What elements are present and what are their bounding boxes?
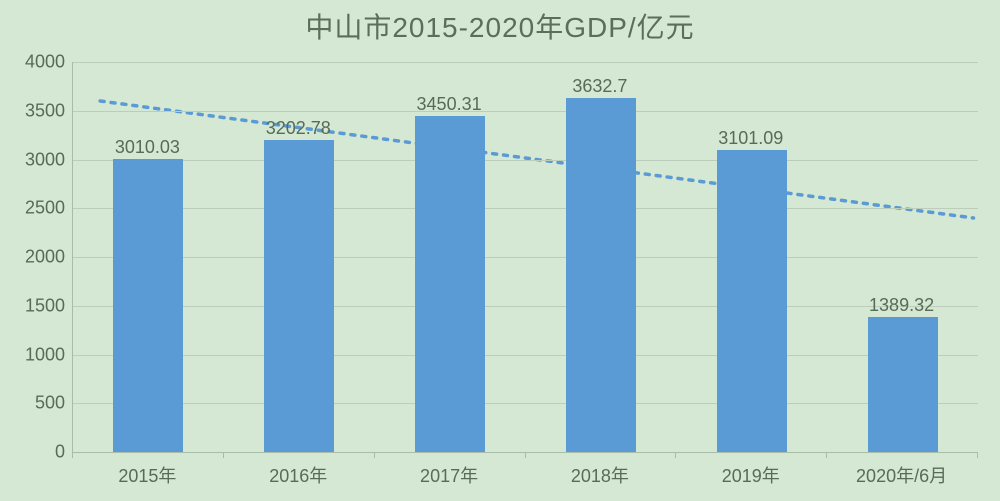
x-axis-tick-mark <box>826 452 827 458</box>
gridline <box>73 355 978 356</box>
bar-value-label: 3632.7 <box>572 76 627 97</box>
y-axis-tick-label: 1500 <box>10 295 65 316</box>
gdp-bar-chart: 中山市2015-2020年GDP/亿元 0 500 1000 1500 2000 2500… <box>0 0 1000 501</box>
y-axis-tick-label: 2000 <box>10 247 65 268</box>
chart-title: 中山市2015-2020年GDP/亿元 <box>0 6 1000 46</box>
plot-area <box>72 62 978 453</box>
bar-value-label: 3450.31 <box>417 94 482 115</box>
y-axis-tick-label: 3500 <box>10 100 65 121</box>
x-axis-tick-label: 2019年 <box>722 462 780 488</box>
x-axis-tick-mark <box>977 452 978 458</box>
gridline <box>73 160 978 161</box>
bar <box>415 116 485 452</box>
bar-value-label: 3101.09 <box>718 128 783 149</box>
bar-value-label: 3202.78 <box>266 118 331 139</box>
x-axis-tick-label: 2018年 <box>571 462 629 488</box>
gridline <box>73 111 978 112</box>
x-axis-tick-label: 2016年 <box>269 462 327 488</box>
x-axis-tick-mark <box>72 452 73 458</box>
bar <box>264 140 334 452</box>
gridline <box>73 62 978 63</box>
y-axis-tick-label: 2500 <box>10 198 65 219</box>
y-axis-tick-label: 500 <box>10 393 65 414</box>
bar <box>717 150 787 452</box>
gridline <box>73 403 978 404</box>
x-axis-tick-label: 2017年 <box>420 462 478 488</box>
y-axis-tick-label: 1000 <box>10 344 65 365</box>
bar-value-label: 3010.03 <box>115 137 180 158</box>
y-axis-tick-label: 3000 <box>10 149 65 170</box>
bar <box>868 317 938 452</box>
gridline <box>73 257 978 258</box>
x-axis-tick-mark <box>223 452 224 458</box>
x-axis-tick-label: 2020年/6月 <box>856 462 947 488</box>
gridline <box>73 208 978 209</box>
y-axis-tick-label: 4000 <box>10 52 65 73</box>
x-axis-tick-label: 2015年 <box>118 462 176 488</box>
y-axis-tick-label: 0 <box>10 442 65 463</box>
bar-value-label: 1389.32 <box>869 295 934 316</box>
bar <box>566 98 636 452</box>
x-axis-tick-mark <box>675 452 676 458</box>
bar <box>113 159 183 452</box>
x-axis-tick-mark <box>374 452 375 458</box>
gridline <box>73 306 978 307</box>
x-axis-tick-mark <box>525 452 526 458</box>
